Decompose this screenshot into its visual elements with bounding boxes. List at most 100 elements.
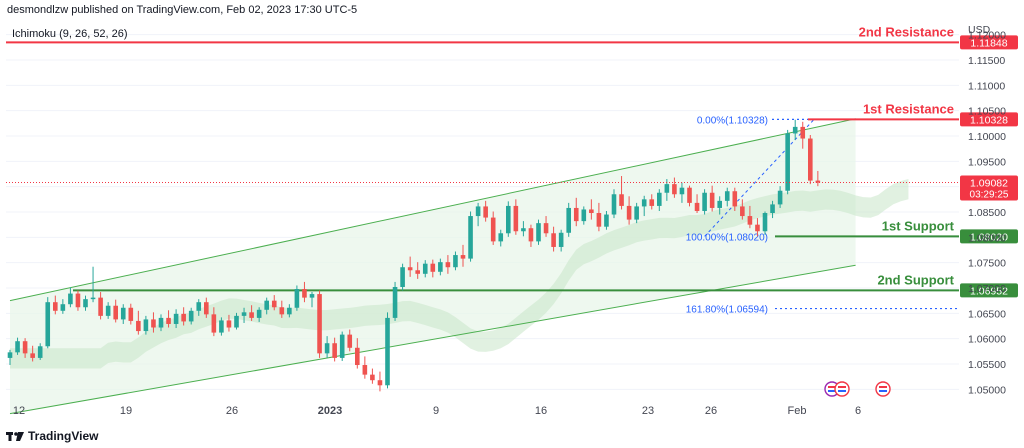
- candle-body: [732, 191, 738, 207]
- candle-body: [800, 126, 806, 139]
- candle-body: [460, 255, 466, 259]
- level-tag-r2: [960, 35, 1018, 50]
- level-name-s2: 2nd Support: [877, 272, 954, 287]
- flag-stripe: [828, 386, 836, 388]
- candle-body: [815, 180, 821, 183]
- candle-body: [649, 199, 655, 206]
- candle-body: [309, 294, 315, 298]
- candle-body: [528, 228, 534, 242]
- candle-body: [22, 341, 28, 354]
- time-tick: 6: [855, 405, 861, 417]
- candle-body: [702, 192, 707, 211]
- candle-body: [611, 194, 617, 215]
- candle-body: [407, 267, 413, 271]
- candle-body: [279, 307, 285, 315]
- time-tick: 19: [120, 405, 132, 417]
- price-tick: 1.05500: [968, 359, 1006, 371]
- price-tick: 1.12000: [968, 30, 1006, 42]
- candle-body: [724, 191, 730, 201]
- candle-body: [709, 192, 715, 208]
- candle-body: [241, 312, 247, 316]
- candle-body: [249, 312, 254, 318]
- level-name-r2: 2nd Resistance: [859, 24, 954, 39]
- candle-body: [641, 199, 647, 207]
- candle-body: [438, 262, 443, 272]
- level-tag-r1: [960, 112, 1018, 127]
- price-tick: 1.11000: [968, 80, 1005, 92]
- price-tick: 1.10000: [968, 131, 1006, 143]
- candle-body: [777, 190, 783, 205]
- candle-body: [234, 315, 239, 328]
- candle-body: [634, 206, 639, 220]
- tradingview-logo-icon: [6, 432, 24, 441]
- candle-body: [377, 380, 383, 386]
- current-price-tag: [960, 175, 1018, 201]
- candle-body: [15, 341, 20, 353]
- candle-body: [362, 365, 368, 375]
- candle-body: [120, 307, 126, 320]
- candle-body: [747, 216, 753, 225]
- candle-body: [219, 320, 224, 333]
- candle-body: [143, 319, 149, 332]
- candle-body: [498, 233, 504, 242]
- price-tick: 1.07000: [968, 283, 1006, 295]
- candle-body: [188, 310, 194, 322]
- candle-body: [158, 317, 164, 328]
- candle-body: [687, 187, 692, 203]
- candle-body: [770, 204, 775, 214]
- candle-body: [422, 263, 428, 274]
- candle-body: [204, 302, 209, 315]
- candle-body: [196, 302, 202, 311]
- candle-body: [762, 213, 768, 232]
- candle-body: [717, 200, 722, 208]
- candle-body: [453, 255, 458, 268]
- flag-stripe: [879, 390, 887, 392]
- candle-body: [785, 133, 790, 191]
- candle-body: [506, 205, 511, 234]
- candle-body: [151, 319, 156, 328]
- candle-body: [740, 206, 745, 217]
- level-value-s2: 1.06952: [970, 285, 1008, 297]
- footer-brand: TradingView: [28, 429, 99, 443]
- candle-body: [226, 320, 232, 328]
- candle-body: [136, 320, 141, 332]
- publisher-info: desmondlzw published on TradingView.com,…: [7, 4, 358, 16]
- price-tick: 1.10500: [968, 106, 1006, 118]
- cloud-band: [10, 178, 909, 369]
- candle-body: [355, 347, 360, 366]
- candle-body: [513, 205, 519, 232]
- level-name-s1: 1st Support: [882, 218, 955, 233]
- candle-body: [128, 307, 134, 321]
- time-tick: Feb: [788, 405, 807, 417]
- candle-body: [415, 270, 420, 274]
- candle-body: [7, 352, 13, 358]
- price-tick: 1.07500: [968, 258, 1006, 270]
- fib-label: 161.80%(1.06594): [686, 305, 768, 316]
- time-axis[interactable]: 12 19 26 2023 9 16 23 26 Feb 6: [13, 405, 861, 417]
- fib-label: 100.00%(1.08020): [686, 232, 768, 243]
- candle-body: [294, 289, 300, 308]
- price-countdown: 03:29:25: [970, 190, 1009, 201]
- candle-body: [604, 214, 609, 227]
- candle-body: [98, 297, 103, 316]
- candle-body: [430, 263, 436, 272]
- candle-body: [490, 217, 496, 242]
- candle-body: [317, 294, 322, 354]
- candle-body: [694, 202, 700, 211]
- candle-body: [400, 267, 405, 287]
- candle-body: [521, 228, 526, 232]
- time-tick: 2023: [318, 405, 342, 417]
- candle-body: [113, 305, 118, 320]
- flag-stripe: [879, 386, 887, 388]
- candle-body: [53, 302, 58, 311]
- price-tick: 1.06000: [968, 334, 1006, 346]
- candle-body: [551, 233, 556, 247]
- candle-body: [324, 343, 330, 354]
- ichimoku-cloud: [10, 178, 909, 369]
- indicator-label[interactable]: Ichimoku (9, 26, 52, 26): [12, 28, 128, 40]
- price-tick: 1.06500: [968, 308, 1006, 320]
- flag-stripe: [838, 390, 846, 392]
- time-tick: 16: [535, 405, 547, 417]
